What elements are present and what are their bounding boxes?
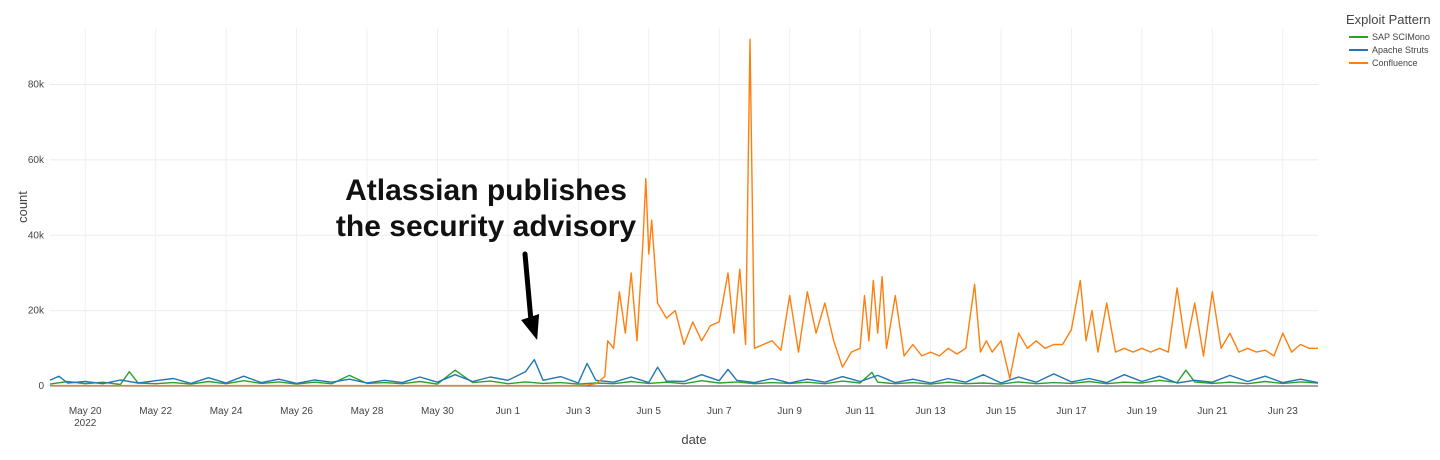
y-tick-label: 20k <box>28 306 45 317</box>
x-tick-label: Jun 19 <box>1127 406 1157 417</box>
x-tick-label: Jun 17 <box>1056 406 1086 417</box>
x-tick-label: Jun 9 <box>777 406 802 417</box>
y-tick-label: 80k <box>28 80 45 91</box>
series-line-apache-struts <box>49 358 1319 385</box>
x-tick-label: Jun 15 <box>986 406 1016 417</box>
legend-label: Apache Struts <box>1372 45 1429 55</box>
annotation-arrow-head <box>521 314 540 340</box>
x-axis-title: date <box>681 432 706 447</box>
series-lines <box>49 38 1319 387</box>
annotation-text-line-1: Atlassian publishes <box>345 174 627 207</box>
x-tick-label: Jun 3 <box>566 406 591 417</box>
y-tick-label: 60k <box>28 155 45 166</box>
x-tick-label: Jun 11 <box>845 406 875 417</box>
y-axis-ticks: 0 20k 40k 60k 80k <box>28 80 45 392</box>
x-tick-label: Jun 23 <box>1268 406 1298 417</box>
series-line-confluence <box>50 38 1318 387</box>
y-tick-label: 40k <box>28 230 45 241</box>
x-tick-label: Jun 7 <box>707 406 732 417</box>
legend-items: SAP SCIMono Apache Struts Confluence <box>1349 32 1430 68</box>
x-tick-label: May 26 <box>280 406 313 417</box>
legend: Exploit Pattern SAP SCIMono Apache Struts… <box>1346 12 1431 68</box>
grid <box>50 28 1318 387</box>
x-tick-label: Jun 21 <box>1197 406 1227 417</box>
annotation-text-line-2: the security advisory <box>336 210 636 243</box>
x-tick-label: May 20 <box>69 406 102 417</box>
y-axis-title: count <box>15 191 30 223</box>
legend-title: Exploit Pattern <box>1346 12 1431 27</box>
annotation-arrow <box>522 251 534 325</box>
legend-label: Confluence <box>1372 58 1418 68</box>
x-axis-year-label: 2022 <box>74 418 97 429</box>
x-axis-ticks: May 20 May 22 May 24 May 26 May 28 May 30 Jun … <box>69 406 1298 417</box>
x-tick-label: May 30 <box>421 406 454 417</box>
legend-label: SAP SCIMono <box>1372 32 1430 42</box>
series-line-sap-scimono <box>49 369 1319 386</box>
y-tick-label: 0 <box>38 381 44 392</box>
x-tick-label: May 28 <box>351 406 384 417</box>
annotation: Atlassian publishes the security advisor… <box>336 174 636 340</box>
x-tick-label: May 24 <box>210 406 243 417</box>
x-tick-label: Jun 13 <box>916 406 946 417</box>
x-tick-label: May 22 <box>139 406 172 417</box>
x-tick-label: Jun 5 <box>637 406 662 417</box>
x-tick-label: Jun 1 <box>496 406 521 417</box>
